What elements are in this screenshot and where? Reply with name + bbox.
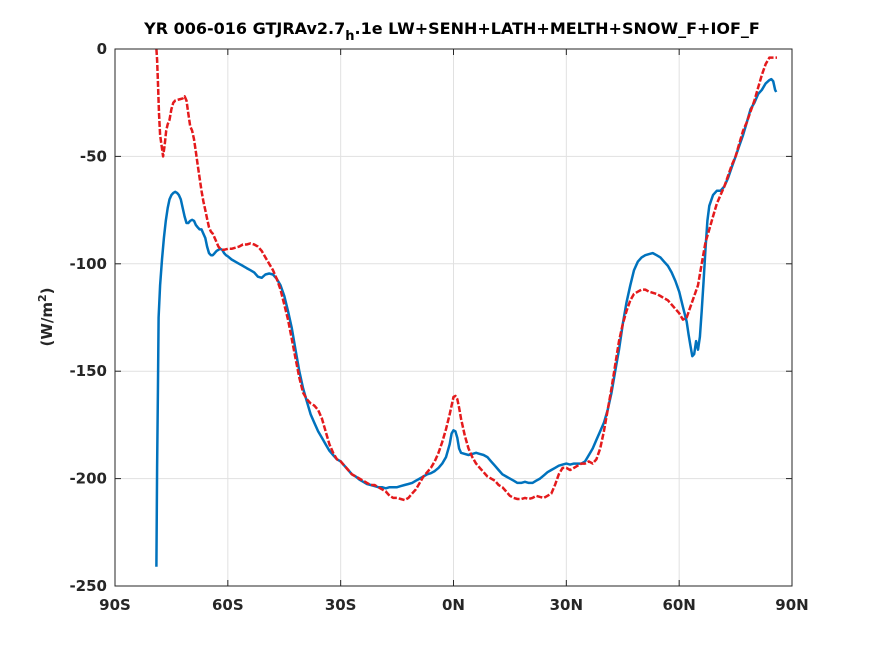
x-tick-label: 30S [325, 596, 357, 614]
y-tick-label: -50 [80, 147, 107, 165]
x-tick-label: 60N [662, 596, 695, 614]
y-tick-label: -250 [69, 577, 107, 595]
series-line-2 [155, 48, 777, 502]
x-tick-label: 60S [212, 596, 244, 614]
x-tick-label: 30N [550, 596, 583, 614]
x-tick-label: 0N [442, 596, 465, 614]
series-layer [155, 48, 778, 567]
y-tick-label: 0 [97, 40, 107, 58]
x-tick-labels: 90S 60S 30S 0N 30N 60N 90N [99, 596, 809, 614]
x-tick-label: 90N [775, 596, 808, 614]
y-tick-label: -150 [69, 362, 107, 380]
x-tick-label: 90S [99, 596, 131, 614]
chart-title: YR 006-016 GTJRAv2.7h.1e LW+SENH+LATH+ME… [143, 19, 760, 44]
y-tick-label: -200 [69, 470, 107, 488]
y-axis-label: (W/m2) [36, 287, 56, 346]
series-line-1 [155, 77, 778, 567]
y-tick-label: -100 [69, 255, 107, 273]
tick-marks [114, 48, 793, 587]
y-tick-labels: 0 -50 -100 -150 -200 -250 [69, 40, 107, 595]
